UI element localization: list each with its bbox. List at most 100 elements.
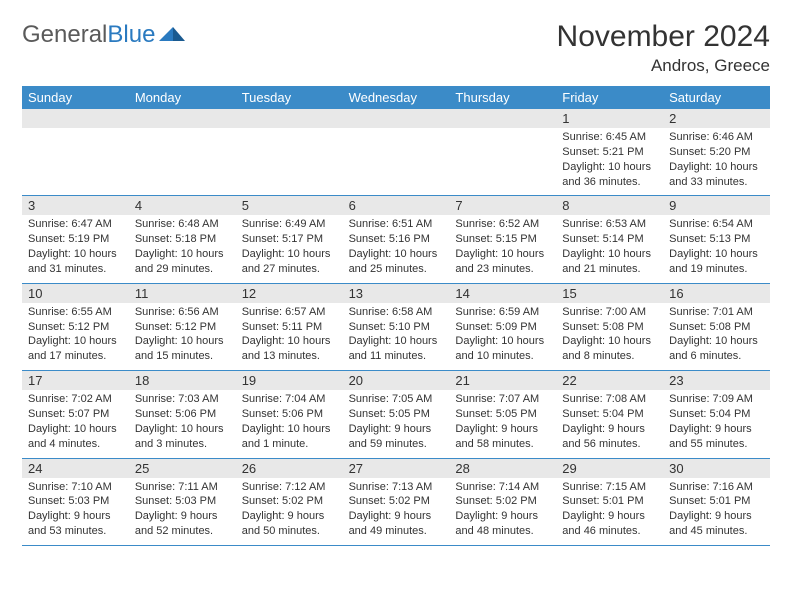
day-number: 3	[22, 196, 129, 215]
day-cell	[22, 128, 129, 195]
cell-sunset: Sunset: 5:16 PM	[349, 232, 444, 247]
day-cell: Sunrise: 7:08 AMSunset: 5:04 PMDaylight:…	[556, 390, 663, 457]
day-number: 9	[663, 196, 770, 215]
cell-sunrise: Sunrise: 6:54 AM	[669, 217, 764, 232]
day-cell: Sunrise: 7:02 AMSunset: 5:07 PMDaylight:…	[22, 390, 129, 457]
daynum-row: 10111213141516	[22, 284, 770, 303]
cell-daylight2: and 6 minutes.	[669, 349, 764, 364]
cell-sunrise: Sunrise: 6:59 AM	[455, 305, 550, 320]
day-number: 13	[343, 284, 450, 303]
cell-sunrise: Sunrise: 6:53 AM	[562, 217, 657, 232]
cell-daylight2: and 3 minutes.	[135, 437, 230, 452]
cell-sunset: Sunset: 5:12 PM	[28, 320, 123, 335]
cell-sunset: Sunset: 5:15 PM	[455, 232, 550, 247]
weekday-header: Friday	[556, 86, 663, 109]
cell-daylight1: Daylight: 9 hours	[349, 509, 444, 524]
day-number: 17	[22, 371, 129, 390]
day-cell	[343, 128, 450, 195]
cell-daylight2: and 15 minutes.	[135, 349, 230, 364]
day-cell: Sunrise: 7:01 AMSunset: 5:08 PMDaylight:…	[663, 303, 770, 370]
day-number: 23	[663, 371, 770, 390]
cell-sunrise: Sunrise: 6:47 AM	[28, 217, 123, 232]
cell-daylight1: Daylight: 10 hours	[28, 334, 123, 349]
cell-daylight2: and 13 minutes.	[242, 349, 337, 364]
cell-sunset: Sunset: 5:10 PM	[349, 320, 444, 335]
day-number: 27	[343, 459, 450, 478]
day-cell: Sunrise: 6:47 AMSunset: 5:19 PMDaylight:…	[22, 215, 129, 282]
weeks-container: 12Sunrise: 6:45 AMSunset: 5:21 PMDayligh…	[22, 109, 770, 546]
cell-daylight1: Daylight: 10 hours	[562, 160, 657, 175]
daynum-row: 24252627282930	[22, 459, 770, 478]
cell-sunrise: Sunrise: 7:05 AM	[349, 392, 444, 407]
week-row: 10111213141516Sunrise: 6:55 AMSunset: 5:…	[22, 284, 770, 371]
day-cell: Sunrise: 7:04 AMSunset: 5:06 PMDaylight:…	[236, 390, 343, 457]
cell-daylight1: Daylight: 9 hours	[669, 422, 764, 437]
month-title: November 2024	[557, 20, 770, 54]
day-number: 22	[556, 371, 663, 390]
cell-daylight1: Daylight: 10 hours	[669, 334, 764, 349]
cell-sunset: Sunset: 5:08 PM	[669, 320, 764, 335]
cell-sunrise: Sunrise: 6:58 AM	[349, 305, 444, 320]
cell-sunset: Sunset: 5:02 PM	[242, 494, 337, 509]
day-number: 2	[663, 109, 770, 128]
cell-sunrise: Sunrise: 7:13 AM	[349, 480, 444, 495]
day-number: 5	[236, 196, 343, 215]
day-cell	[236, 128, 343, 195]
cell-sunset: Sunset: 5:18 PM	[135, 232, 230, 247]
cell-sunset: Sunset: 5:17 PM	[242, 232, 337, 247]
cell-sunrise: Sunrise: 6:46 AM	[669, 130, 764, 145]
cell-daylight2: and 55 minutes.	[669, 437, 764, 452]
cell-sunrise: Sunrise: 7:16 AM	[669, 480, 764, 495]
cell-sunrise: Sunrise: 7:15 AM	[562, 480, 657, 495]
cell-daylight2: and 31 minutes.	[28, 262, 123, 277]
cell-sunrise: Sunrise: 7:14 AM	[455, 480, 550, 495]
day-cell: Sunrise: 7:16 AMSunset: 5:01 PMDaylight:…	[663, 478, 770, 545]
day-number: 20	[343, 371, 450, 390]
cell-daylight1: Daylight: 10 hours	[562, 247, 657, 262]
day-number: 30	[663, 459, 770, 478]
cell-daylight1: Daylight: 9 hours	[455, 422, 550, 437]
cell-sunset: Sunset: 5:13 PM	[669, 232, 764, 247]
day-cell: Sunrise: 7:07 AMSunset: 5:05 PMDaylight:…	[449, 390, 556, 457]
day-cell	[449, 128, 556, 195]
details-row: Sunrise: 6:55 AMSunset: 5:12 PMDaylight:…	[22, 303, 770, 370]
location-subtitle: Andros, Greece	[557, 56, 770, 76]
cell-sunset: Sunset: 5:02 PM	[349, 494, 444, 509]
cell-sunrise: Sunrise: 6:55 AM	[28, 305, 123, 320]
cell-daylight2: and 49 minutes.	[349, 524, 444, 539]
day-cell: Sunrise: 6:58 AMSunset: 5:10 PMDaylight:…	[343, 303, 450, 370]
cell-daylight1: Daylight: 10 hours	[349, 247, 444, 262]
weekday-header: Tuesday	[236, 86, 343, 109]
cell-sunset: Sunset: 5:05 PM	[349, 407, 444, 422]
cell-daylight1: Daylight: 9 hours	[455, 509, 550, 524]
logo-text-blue: Blue	[107, 21, 155, 49]
cell-daylight2: and 56 minutes.	[562, 437, 657, 452]
cell-sunrise: Sunrise: 7:07 AM	[455, 392, 550, 407]
details-row: Sunrise: 7:10 AMSunset: 5:03 PMDaylight:…	[22, 478, 770, 545]
day-cell: Sunrise: 7:09 AMSunset: 5:04 PMDaylight:…	[663, 390, 770, 457]
cell-sunrise: Sunrise: 7:10 AM	[28, 480, 123, 495]
day-cell: Sunrise: 7:00 AMSunset: 5:08 PMDaylight:…	[556, 303, 663, 370]
day-cell: Sunrise: 6:45 AMSunset: 5:21 PMDaylight:…	[556, 128, 663, 195]
day-number: 7	[449, 196, 556, 215]
cell-daylight2: and 10 minutes.	[455, 349, 550, 364]
day-cell: Sunrise: 6:52 AMSunset: 5:15 PMDaylight:…	[449, 215, 556, 282]
day-cell: Sunrise: 7:13 AMSunset: 5:02 PMDaylight:…	[343, 478, 450, 545]
day-number	[343, 109, 450, 128]
day-cell: Sunrise: 7:11 AMSunset: 5:03 PMDaylight:…	[129, 478, 236, 545]
cell-sunset: Sunset: 5:08 PM	[562, 320, 657, 335]
cell-daylight1: Daylight: 10 hours	[669, 247, 764, 262]
cell-daylight2: and 45 minutes.	[669, 524, 764, 539]
cell-sunrise: Sunrise: 7:08 AM	[562, 392, 657, 407]
cell-daylight1: Daylight: 10 hours	[135, 422, 230, 437]
cell-daylight2: and 21 minutes.	[562, 262, 657, 277]
cell-daylight2: and 36 minutes.	[562, 175, 657, 190]
week-row: 17181920212223Sunrise: 7:02 AMSunset: 5:…	[22, 371, 770, 458]
day-cell: Sunrise: 6:51 AMSunset: 5:16 PMDaylight:…	[343, 215, 450, 282]
day-cell: Sunrise: 7:05 AMSunset: 5:05 PMDaylight:…	[343, 390, 450, 457]
cell-sunrise: Sunrise: 6:51 AM	[349, 217, 444, 232]
cell-daylight1: Daylight: 9 hours	[242, 509, 337, 524]
cell-daylight1: Daylight: 10 hours	[562, 334, 657, 349]
cell-sunset: Sunset: 5:05 PM	[455, 407, 550, 422]
logo-text-general: General	[22, 21, 107, 49]
